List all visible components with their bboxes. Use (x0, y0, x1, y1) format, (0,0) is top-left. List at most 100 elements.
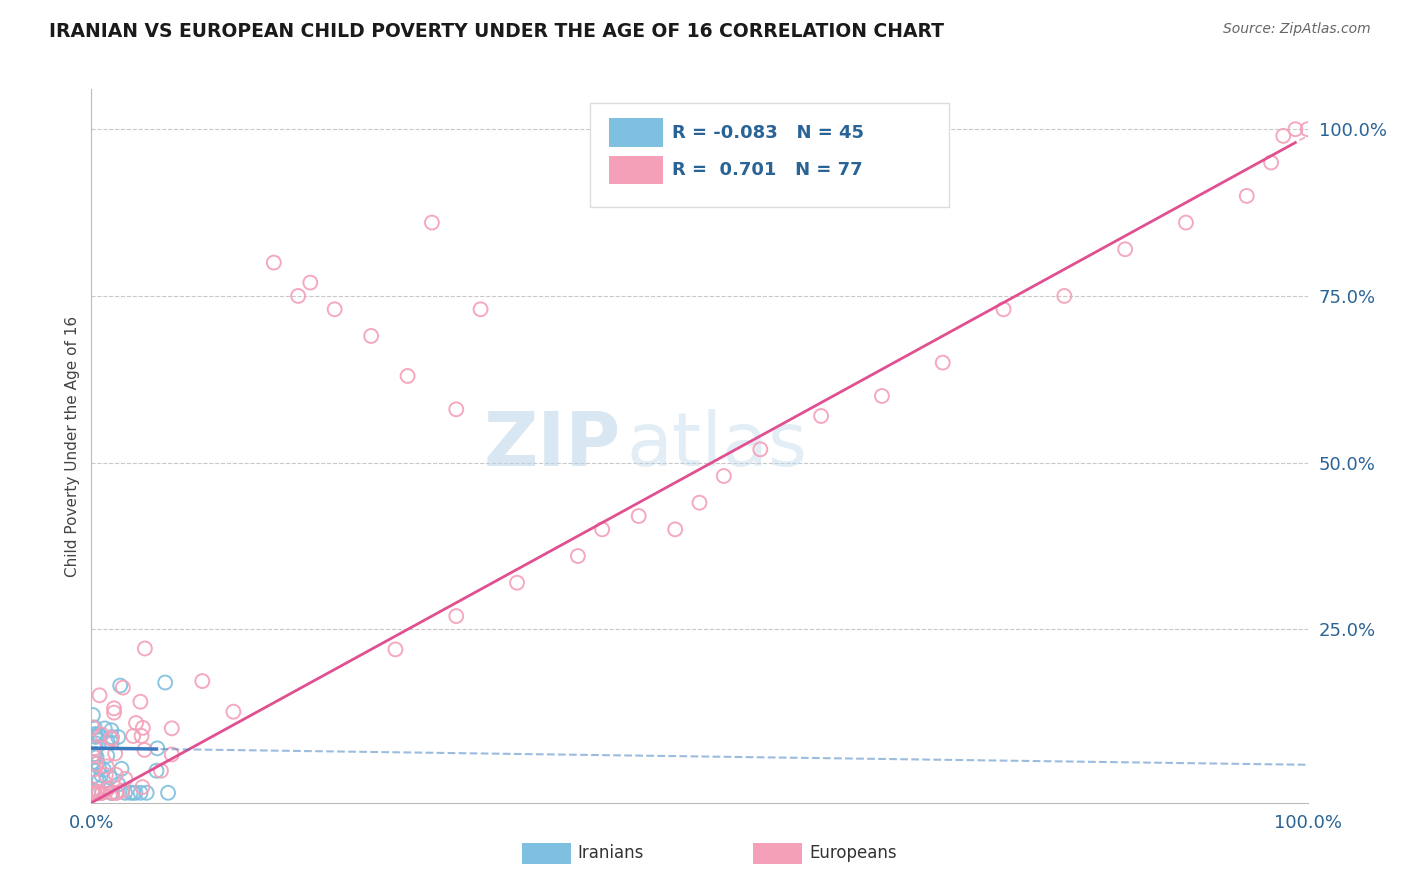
Point (84, 727, 107, 741)
Point (160, 722, 183, 736)
Point (664, 522, 686, 536)
Point (101, 730, 124, 744)
Point (100, 723, 122, 738)
Point (83, 721, 105, 735)
Point (84, 756, 107, 771)
Point (101, 786, 124, 800)
Point (131, 780, 153, 794)
Point (1260, 155, 1282, 169)
Point (420, 216, 443, 230)
Point (86, 750, 108, 764)
Point (150, 764, 173, 778)
Text: ZIP: ZIP (484, 409, 620, 483)
Point (444, 402, 467, 417)
Point (120, 786, 142, 800)
Point (96, 759, 118, 773)
Text: IRANIAN VS EUROPEAN CHILD POVERTY UNDER THE AGE OF 16 CORRELATION CHART: IRANIAN VS EUROPEAN CHILD POVERTY UNDER … (49, 22, 945, 41)
Point (83, 762, 105, 776)
Point (107, 777, 129, 791)
Point (1296, 122, 1319, 136)
Point (287, 289, 309, 303)
Text: Europeans: Europeans (808, 845, 897, 863)
Point (444, 609, 467, 624)
Point (134, 641, 156, 656)
Point (107, 730, 129, 744)
Point (749, 442, 772, 457)
Point (191, 674, 214, 689)
Point (1175, 216, 1198, 230)
FancyBboxPatch shape (609, 119, 664, 147)
Point (96, 781, 118, 796)
Point (100, 731, 122, 745)
Point (84, 727, 107, 741)
FancyBboxPatch shape (522, 843, 571, 864)
Point (506, 575, 529, 590)
Text: Iranians: Iranians (578, 845, 644, 863)
Point (82, 769, 104, 783)
Point (688, 496, 710, 510)
Point (84, 736, 107, 750)
Point (157, 786, 180, 800)
FancyBboxPatch shape (609, 155, 664, 184)
Point (135, 786, 157, 800)
Point (129, 695, 152, 709)
Point (111, 783, 134, 797)
Point (84, 747, 107, 761)
Point (122, 786, 145, 800)
Point (89, 688, 111, 702)
Point (129, 786, 152, 800)
Point (86, 786, 108, 800)
Point (96, 782, 118, 797)
Point (713, 469, 735, 483)
Point (87, 773, 110, 788)
Point (104, 747, 127, 761)
Text: R = -0.083   N = 45: R = -0.083 N = 45 (672, 124, 863, 142)
Point (82, 786, 104, 800)
Point (1284, 122, 1306, 136)
Point (105, 786, 128, 800)
Point (90, 768, 112, 782)
Point (114, 772, 136, 786)
Point (87, 760, 110, 774)
Text: R =  0.701   N = 77: R = 0.701 N = 77 (672, 161, 862, 178)
Point (82, 708, 104, 723)
Point (122, 729, 145, 743)
Point (160, 747, 183, 762)
Point (82, 721, 104, 735)
Point (993, 302, 1015, 317)
Y-axis label: Child Poverty Under the Age of 16: Child Poverty Under the Age of 16 (65, 316, 80, 576)
Point (83, 741, 105, 756)
Point (83, 786, 105, 800)
Point (87, 786, 110, 800)
Text: Source: ZipAtlas.com: Source: ZipAtlas.com (1223, 22, 1371, 37)
Point (82, 786, 104, 800)
Point (82, 748, 104, 763)
Point (103, 701, 125, 715)
Point (323, 302, 346, 317)
Point (90, 727, 112, 741)
Point (470, 302, 492, 317)
Point (384, 642, 406, 657)
Point (810, 409, 832, 423)
Point (145, 764, 167, 778)
Point (111, 681, 134, 695)
FancyBboxPatch shape (754, 843, 801, 864)
Point (131, 729, 153, 743)
Point (124, 786, 146, 800)
Point (89, 728, 111, 742)
Point (82, 786, 104, 800)
Point (1114, 242, 1136, 256)
Point (134, 743, 156, 757)
Point (146, 741, 169, 756)
Point (110, 762, 132, 776)
Point (82, 782, 104, 797)
Point (100, 786, 122, 800)
Point (222, 705, 245, 719)
Point (125, 715, 148, 730)
Point (299, 276, 322, 290)
Point (100, 736, 122, 750)
Point (93, 722, 115, 736)
Point (396, 368, 419, 383)
Point (86, 756, 108, 771)
Point (627, 509, 650, 524)
